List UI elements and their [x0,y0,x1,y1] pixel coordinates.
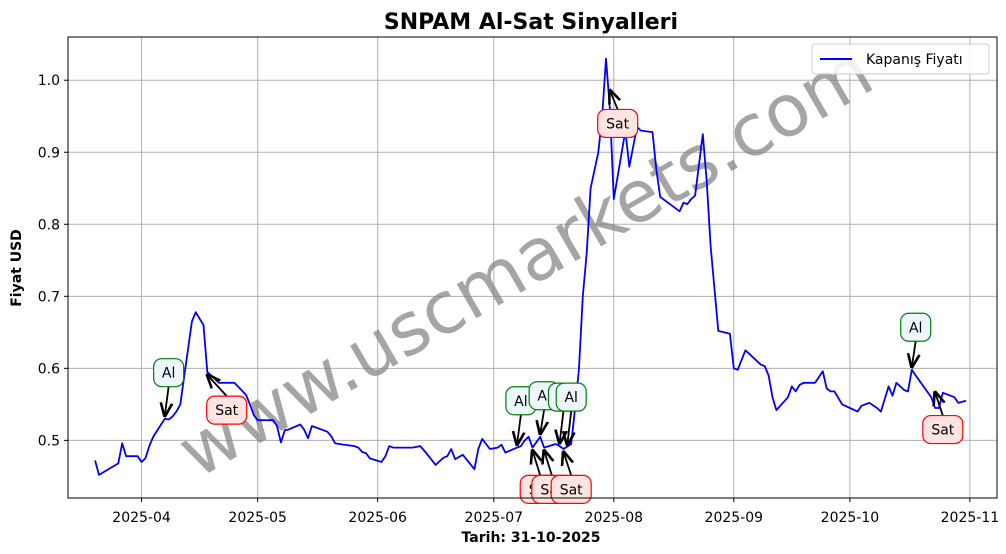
signal-label: Al [162,366,175,382]
y-axis-label: Fiyat USD [9,229,25,307]
watermark: www.uscmarkets.com [164,29,886,494]
legend-box [811,43,990,75]
signal-label: Sat [931,423,954,439]
sell-signal: Sat [597,90,639,139]
arrow-icon [610,90,618,110]
signal-box [555,382,587,412]
sell-signal: Sat [550,452,592,504]
arrow-icon [563,452,571,476]
x-axis-label: Tarih: 31-10-2025 [462,530,601,546]
signal-label: Al [909,320,922,336]
signal-box [922,414,964,445]
x-tick-label: 2025-06 [348,510,407,526]
arrow-icon [567,411,571,444]
x-tick-label: 2025-10 [821,510,880,526]
signal-box [550,474,592,504]
x-tick-label: 2025-05 [228,510,287,526]
arrow-icon [912,341,916,366]
x-tick-label: 2025-08 [585,510,644,526]
y-tick-label: 0.5 [38,433,60,449]
x-axis: 2025-04 2025-05 2025-06 2025-07 2025-08 2025-… [112,498,999,526]
buy-signal: Al [900,312,932,366]
signal-label: Al [514,394,527,410]
y-tick-label: 0.8 [38,217,60,233]
x-tick-label: 2025-04 [112,510,171,526]
signal-annotations: AlSatAlSatAlSatAlSatAlSatAlSat [153,90,964,504]
signal-label: Sat [215,403,238,419]
legend: Kapanış Fiyatı [811,43,990,75]
arrow-icon [533,451,541,476]
arrow-icon [207,375,228,397]
arrow-icon [540,409,544,434]
y-tick-label: 0.6 [38,361,60,377]
price-line [94,57,967,476]
signal-box [206,395,248,425]
arrow-icon [517,414,521,445]
buy-signal: Al [153,358,185,416]
plot-frame [67,36,998,499]
svg-text:www.uscmarkets.com: www.uscmarkets.com [164,29,886,494]
y-axis: 0.5 0.6 0.7 0.8 0.9 1.0 [38,73,68,449]
arrow-icon [544,451,552,476]
buy-signal: Al [555,382,587,444]
x-tick-label: 2025-09 [705,510,764,526]
chart-title: SNPAM Al-Sat Sinyalleri [384,10,678,35]
sell-signal: Sat [206,375,248,425]
arrow-icon [560,411,564,443]
arrow-icon [935,392,943,416]
legend-label: Kapanış Fiyatı [866,52,963,68]
x-tick-label: 2025-11 [941,510,1000,526]
y-tick-label: 0.7 [38,289,60,305]
y-tick-label: 0.9 [38,145,60,161]
signal-label: Al [537,389,550,405]
sell-signal: Sat [922,392,964,445]
price-series [94,57,967,476]
signal-label: Sat [560,482,583,498]
signal-box [153,358,185,388]
x-tick-label: 2025-07 [465,510,524,526]
signal-label: Al [564,390,577,406]
signal-label: Sat [606,116,629,132]
arrow-icon [165,386,169,416]
signal-box [597,108,639,139]
y-tick-label: 1.0 [38,73,60,89]
signal-box [900,312,932,342]
